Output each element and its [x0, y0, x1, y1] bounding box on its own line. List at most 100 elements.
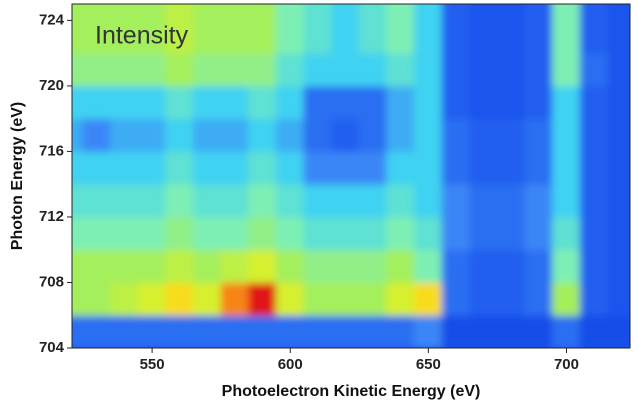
- heatmap-cell: [303, 19, 333, 54]
- heatmap-cell: [358, 52, 388, 87]
- heatmap-cells: [72, 4, 630, 348]
- heatmap-cell: [607, 85, 630, 120]
- heatmap-cell: [524, 249, 554, 283]
- heatmap-cell: [137, 4, 167, 21]
- heatmap-cell: [358, 85, 388, 120]
- heatmap-cell: [303, 4, 333, 21]
- heatmap-cell: [579, 118, 609, 152]
- heatmap-cell: [331, 4, 360, 21]
- heatmap-cell: [137, 249, 167, 283]
- heatmap-cell: [303, 150, 333, 185]
- heatmap-cell: [469, 281, 498, 316]
- y-tick-label: 720: [39, 77, 64, 94]
- heatmap-cell: [303, 249, 333, 283]
- heatmap-cell: [110, 85, 139, 120]
- heatmap-cell: [165, 85, 195, 120]
- heatmap-cell: [386, 281, 416, 316]
- heatmap-cell: [137, 314, 167, 348]
- heatmap-cell: [220, 281, 250, 316]
- heatmap-cell: [552, 314, 581, 348]
- heatmap-cell: [579, 249, 609, 283]
- heatmap-cell: [441, 85, 471, 120]
- heatmap-cell: [496, 314, 526, 348]
- heatmap-cell: [441, 52, 471, 87]
- heatmap-cell: [331, 118, 360, 152]
- heatmap-cell: [275, 85, 305, 120]
- heatmap-cell: [165, 52, 195, 87]
- heatmap-cell: [524, 4, 554, 21]
- heatmap-cell: [414, 314, 443, 348]
- heatmap-cell: [441, 249, 471, 283]
- heatmap-cell: [275, 4, 305, 21]
- heatmap-cell: [469, 52, 498, 87]
- heatmap-cell: [72, 85, 84, 120]
- heatmap-cell: [579, 4, 609, 21]
- heatmap-cell: [248, 216, 277, 251]
- heatmap-cell: [72, 19, 84, 54]
- heatmap-cell: [579, 281, 609, 316]
- heatmap-cell: [441, 281, 471, 316]
- heatmap-cell: [579, 314, 609, 348]
- heatmap-cell: [386, 249, 416, 283]
- x-tick-label: 600: [278, 356, 303, 373]
- heatmap-cell: [386, 4, 416, 21]
- heatmap-cell: [193, 281, 222, 316]
- heatmap-cell: [496, 118, 526, 152]
- heatmap-cell: [441, 314, 471, 348]
- heatmap-cell: [82, 281, 112, 316]
- heatmap-cell: [303, 281, 333, 316]
- heatmap-cell: [469, 216, 498, 251]
- heatmap-cell: [414, 216, 443, 251]
- heatmap-cell: [552, 216, 581, 251]
- heatmap-cell: [220, 19, 250, 54]
- heatmap-cell: [386, 19, 416, 54]
- heatmap-cell: [331, 281, 360, 316]
- heatmap-cell: [110, 19, 139, 54]
- heatmap-cell: [496, 150, 526, 185]
- heatmap-cell: [414, 249, 443, 283]
- heatmap-cell: [524, 19, 554, 54]
- heatmap-cell: [165, 118, 195, 152]
- heatmap-cell: [552, 249, 581, 283]
- heatmap-cell: [82, 4, 112, 21]
- heatmap-cell: [386, 52, 416, 87]
- heatmap-cell: [386, 150, 416, 185]
- heatmap-cell: [331, 249, 360, 283]
- heatmap-cell: [552, 19, 581, 54]
- heatmap-cell: [552, 118, 581, 152]
- heatmap-cell: [579, 85, 609, 120]
- x-tick-label: 700: [554, 356, 579, 373]
- heatmap-cell: [331, 183, 360, 218]
- y-tick-label: 708: [39, 273, 64, 290]
- heatmap-cell: [165, 281, 195, 316]
- heatmap-cell: [275, 150, 305, 185]
- heatmap-cell: [386, 314, 416, 348]
- heatmap-cell: [386, 216, 416, 251]
- heatmap-cell: [82, 150, 112, 185]
- heatmap-cell: [358, 4, 388, 21]
- heatmap-cell: [72, 150, 84, 185]
- heatmap-cell: [72, 183, 84, 218]
- heatmap-cell: [524, 150, 554, 185]
- heatmap-cell: [524, 314, 554, 348]
- heatmap-cell: [441, 4, 471, 21]
- heatmap-cell: [193, 150, 222, 185]
- heatmap-cell: [248, 150, 277, 185]
- heatmap-cell: [441, 216, 471, 251]
- heatmap-cell: [193, 52, 222, 87]
- y-tick-label: 712: [39, 208, 64, 225]
- heatmap-cell: [193, 216, 222, 251]
- heatmap-cell: [275, 183, 305, 218]
- heatmap-cell: [607, 281, 630, 316]
- heatmap-cell: [82, 314, 112, 348]
- heatmap-cell: [193, 19, 222, 54]
- heatmap-cell: [469, 249, 498, 283]
- heatmap-cell: [579, 52, 609, 87]
- heatmap-cell: [137, 52, 167, 87]
- heatmap-cell: [331, 19, 360, 54]
- heatmap-cell: [275, 249, 305, 283]
- heatmap-cell: [275, 314, 305, 348]
- heatmap-cell: [137, 19, 167, 54]
- heatmap-cell: [193, 183, 222, 218]
- heatmap-cell: [386, 118, 416, 152]
